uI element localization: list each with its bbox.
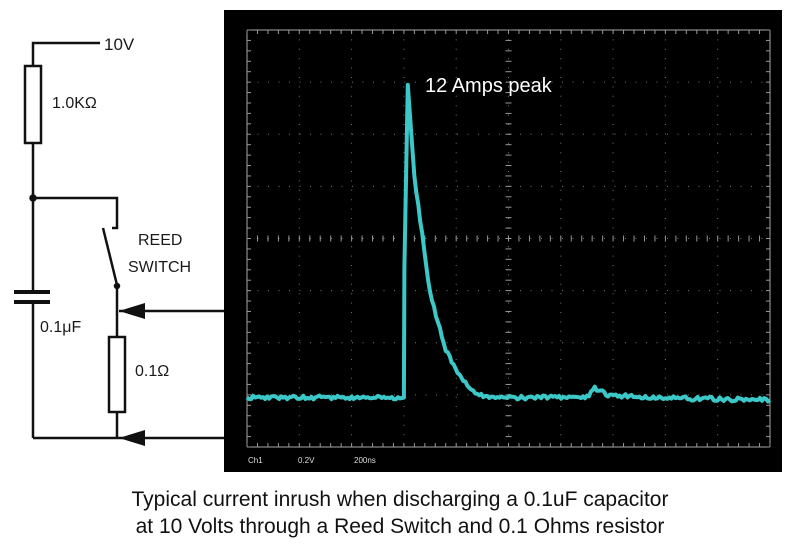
resistor-0-1ohm <box>109 337 125 412</box>
supply-label: 10V <box>104 35 135 54</box>
volts-per-div: 0.2V <box>298 456 315 465</box>
peak-annotation: 12 Amps peak <box>425 75 553 97</box>
caption-line-2: at 10 Volts through a Reed Switch and 0.… <box>0 513 800 540</box>
channel-label: Ch1 <box>248 456 263 465</box>
capacitor-label: 0.1μF <box>40 319 81 336</box>
switch-label-1: REED <box>138 232 182 249</box>
circuit-schematic <box>14 43 226 438</box>
resistor-1k <box>25 66 41 143</box>
resistor1-label: 1.0KΩ <box>52 95 97 112</box>
switch-wire <box>33 198 117 228</box>
reed-switch-blade <box>103 228 117 285</box>
time-per-div: 200ns <box>354 456 376 465</box>
caption-line-1: Typical current inrush when discharging … <box>0 486 800 513</box>
switch-label-2: SWITCH <box>128 259 191 276</box>
resistor2-label: 0.1Ω <box>135 363 169 380</box>
ground-arrow <box>119 430 145 446</box>
supply-wire <box>33 43 100 66</box>
caption: Typical current inrush when discharging … <box>0 486 800 540</box>
probe-arrow <box>119 303 145 319</box>
